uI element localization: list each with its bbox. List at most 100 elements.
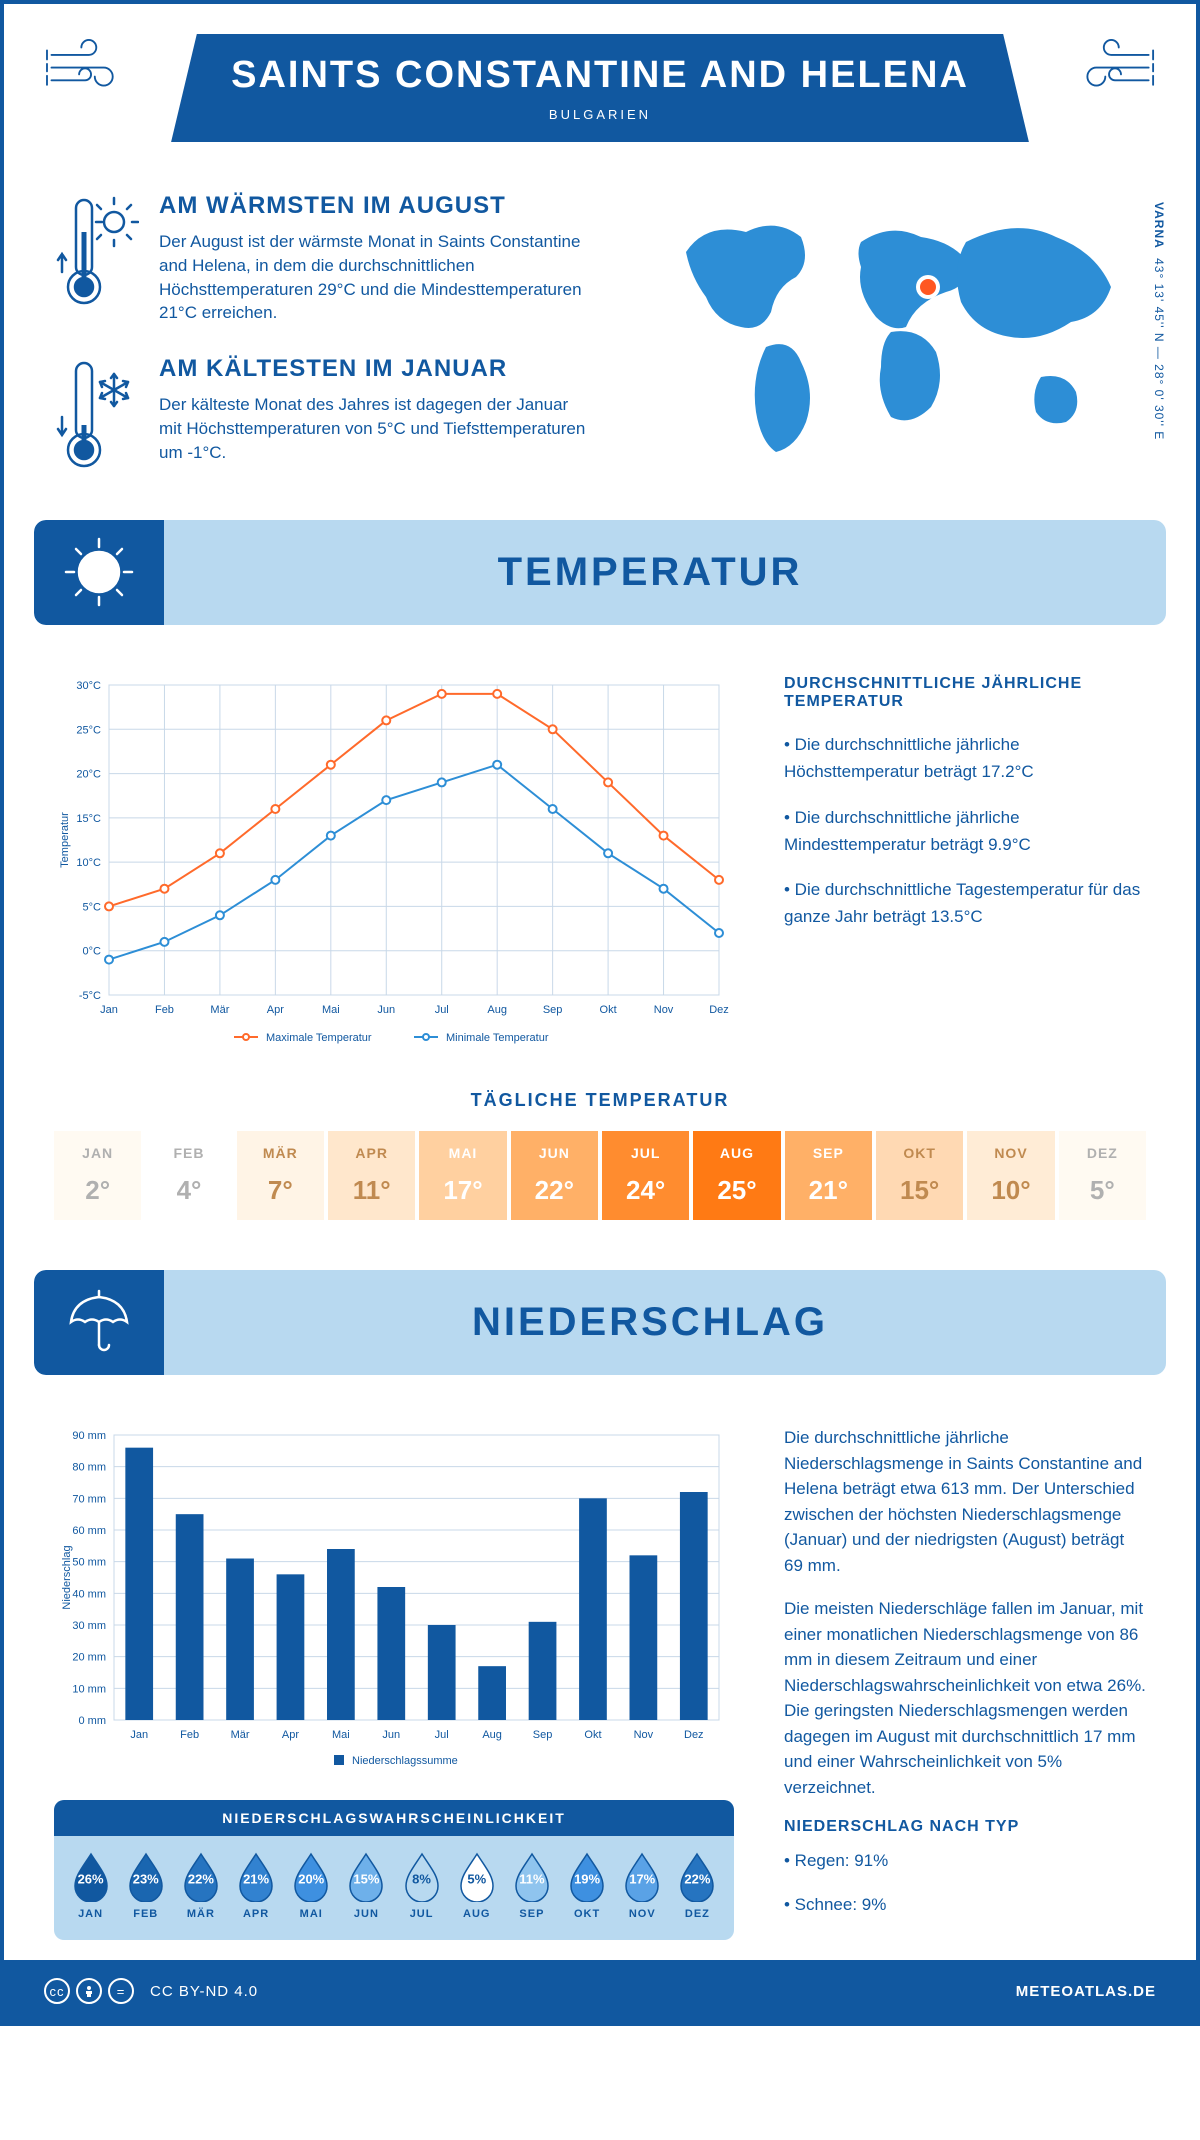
svg-text:Aug: Aug xyxy=(482,1729,502,1741)
precipitation-probability-box: NIEDERSCHLAGSWAHRSCHEINLICHKEIT 26%JAN23… xyxy=(54,1800,734,1940)
wind-icon-right xyxy=(1059,34,1156,124)
svg-text:Jun: Jun xyxy=(377,1004,395,1016)
precip-by-type-heading: NIEDERSCHLAG NACH TYP xyxy=(784,1818,1146,1836)
svg-text:90 mm: 90 mm xyxy=(72,1430,106,1442)
precip-by-type-item: • Regen: 91% xyxy=(784,1848,1146,1874)
daily-temp-cell: JAN2° xyxy=(54,1131,141,1220)
title-banner: SAINTS CONSTANTINE AND HELENA BULGARIEN xyxy=(171,34,1029,142)
svg-text:30 mm: 30 mm xyxy=(72,1620,106,1632)
svg-text:Apr: Apr xyxy=(267,1004,284,1016)
sun-icon xyxy=(34,520,164,625)
probability-cell: 8%JUL xyxy=(395,1850,448,1920)
svg-text:60 mm: 60 mm xyxy=(72,1525,106,1537)
svg-text:Dez: Dez xyxy=(684,1729,704,1741)
svg-text:Feb: Feb xyxy=(155,1004,174,1016)
daily-temp-cell: MÄR7° xyxy=(237,1131,324,1220)
svg-text:Mai: Mai xyxy=(332,1729,350,1741)
svg-text:10 mm: 10 mm xyxy=(72,1684,106,1696)
svg-text:Jan: Jan xyxy=(130,1729,148,1741)
svg-text:50 mm: 50 mm xyxy=(72,1557,106,1569)
precipitation-title: NIEDERSCHLAG xyxy=(164,1300,1136,1345)
svg-text:Niederschlag: Niederschlag xyxy=(61,1546,73,1610)
daily-temp-cell: OKT15° xyxy=(876,1131,963,1220)
temp-summary-point: • Die durchschnittliche jährliche Höchst… xyxy=(784,731,1146,785)
svg-text:Jan: Jan xyxy=(100,1004,118,1016)
svg-text:Mär: Mär xyxy=(210,1004,229,1016)
svg-text:10°C: 10°C xyxy=(76,857,101,869)
daily-temp-cell: APR11° xyxy=(328,1131,415,1220)
daily-temperature-table: TÄGLICHE TEMPERATUR JAN2°FEB4°MÄR7°APR11… xyxy=(4,1090,1196,1250)
thermometer-hot-icon xyxy=(54,192,139,317)
daily-temp-cell: JUL24° xyxy=(602,1131,689,1220)
svg-text:Mai: Mai xyxy=(322,1004,340,1016)
probability-cell: 5%AUG xyxy=(450,1850,503,1920)
svg-text:Niederschlagssumme: Niederschlagssumme xyxy=(352,1755,458,1767)
svg-text:0°C: 0°C xyxy=(83,946,102,958)
precipitation-summary: Die durchschnittliche jährliche Niedersc… xyxy=(784,1425,1146,1940)
world-map-icon xyxy=(646,192,1146,472)
svg-text:40 mm: 40 mm xyxy=(72,1589,106,1601)
by-icon xyxy=(76,1978,102,2004)
svg-text:Nov: Nov xyxy=(634,1729,654,1741)
cc-icons: cc = xyxy=(44,1978,134,2004)
coldest-text: Der kälteste Monat des Jahres ist dagege… xyxy=(159,393,589,464)
svg-text:25°C: 25°C xyxy=(76,724,101,736)
probability-cell: 26%JAN xyxy=(64,1850,117,1920)
svg-text:70 mm: 70 mm xyxy=(72,1494,106,1506)
svg-text:Aug: Aug xyxy=(487,1004,507,1016)
coordinates-label: VARNA 43° 13' 45'' N — 28° 0' 30'' E xyxy=(1152,202,1166,440)
world-map-container: VARNA 43° 13' 45'' N — 28° 0' 30'' E xyxy=(646,192,1146,480)
wind-icon-left xyxy=(44,34,141,124)
probability-cell: 15%JUN xyxy=(340,1850,393,1920)
daily-temp-cell: DEZ5° xyxy=(1059,1131,1146,1220)
svg-text:Nov: Nov xyxy=(654,1004,674,1016)
svg-text:30°C: 30°C xyxy=(76,680,101,692)
warmest-block: AM WÄRMSTEN IM AUGUST Der August ist der… xyxy=(54,192,606,325)
page-title: SAINTS CONSTANTINE AND HELENA xyxy=(231,54,969,97)
precip-text: Die meisten Niederschläge fallen im Janu… xyxy=(784,1596,1146,1800)
daily-temp-heading: TÄGLICHE TEMPERATUR xyxy=(54,1090,1146,1111)
temp-summary-heading: DURCHSCHNITTLICHE JÄHRLICHE TEMPERATUR xyxy=(784,675,1146,711)
svg-text:Minimale Temperatur: Minimale Temperatur xyxy=(446,1032,549,1044)
svg-text:80 mm: 80 mm xyxy=(72,1462,106,1474)
svg-text:Okt: Okt xyxy=(584,1729,601,1741)
coldest-heading: AM KÄLTESTEN IM JANUAR xyxy=(159,355,589,383)
daily-temp-cell: SEP21° xyxy=(785,1131,872,1220)
temp-summary-point: • Die durchschnittliche Tagestemperatur … xyxy=(784,876,1146,930)
coldest-block: AM KÄLTESTEN IM JANUAR Der kälteste Mona… xyxy=(54,355,606,480)
temperature-line-chart: -5°C0°C5°C10°C15°C20°C25°C30°CJanFebMärA… xyxy=(54,675,734,1060)
site-name: METEOATLAS.DE xyxy=(1016,1983,1156,2000)
thermometer-cold-icon xyxy=(54,355,139,480)
probability-heading: NIEDERSCHLAGSWAHRSCHEINLICHKEIT xyxy=(54,1800,734,1836)
header: SAINTS CONSTANTINE AND HELENA BULGARIEN xyxy=(4,4,1196,162)
temp-summary-point: • Die durchschnittliche jährliche Mindes… xyxy=(784,804,1146,858)
probability-cell: 23%FEB xyxy=(119,1850,172,1920)
svg-text:0 mm: 0 mm xyxy=(79,1715,107,1727)
temperature-summary: DURCHSCHNITTLICHE JÄHRLICHE TEMPERATUR •… xyxy=(784,675,1146,1060)
probability-cell: 22%DEZ xyxy=(671,1850,724,1920)
temperature-title: TEMPERATUR xyxy=(164,550,1136,595)
svg-text:5°C: 5°C xyxy=(83,902,102,914)
daily-temp-cell: NOV10° xyxy=(967,1131,1054,1220)
svg-text:Mär: Mär xyxy=(231,1729,250,1741)
page-subtitle: BULGARIEN xyxy=(231,107,969,122)
precipitation-section-header: NIEDERSCHLAG xyxy=(34,1270,1166,1375)
temperature-section-header: TEMPERATUR xyxy=(34,520,1166,625)
footer: cc = CC BY-ND 4.0 METEOATLAS.DE xyxy=(4,1960,1196,2022)
svg-text:Jun: Jun xyxy=(382,1729,400,1741)
svg-text:Jul: Jul xyxy=(435,1729,449,1741)
daily-temp-cell: AUG25° xyxy=(693,1131,780,1220)
daily-temp-cell: FEB4° xyxy=(145,1131,232,1220)
intro-section: AM WÄRMSTEN IM AUGUST Der August ist der… xyxy=(4,162,1196,500)
license-text: CC BY-ND 4.0 xyxy=(150,1983,258,2000)
svg-text:20 mm: 20 mm xyxy=(72,1652,106,1664)
svg-text:20°C: 20°C xyxy=(76,769,101,781)
umbrella-icon xyxy=(34,1270,164,1375)
probability-cell: 20%MAI xyxy=(285,1850,338,1920)
svg-text:Dez: Dez xyxy=(709,1004,729,1016)
probability-cell: 21%APR xyxy=(230,1850,283,1920)
warmest-heading: AM WÄRMSTEN IM AUGUST xyxy=(159,192,589,220)
precip-text: Die durchschnittliche jährliche Niedersc… xyxy=(784,1425,1146,1578)
svg-text:Apr: Apr xyxy=(282,1729,299,1741)
probability-cell: 19%OKT xyxy=(561,1850,614,1920)
